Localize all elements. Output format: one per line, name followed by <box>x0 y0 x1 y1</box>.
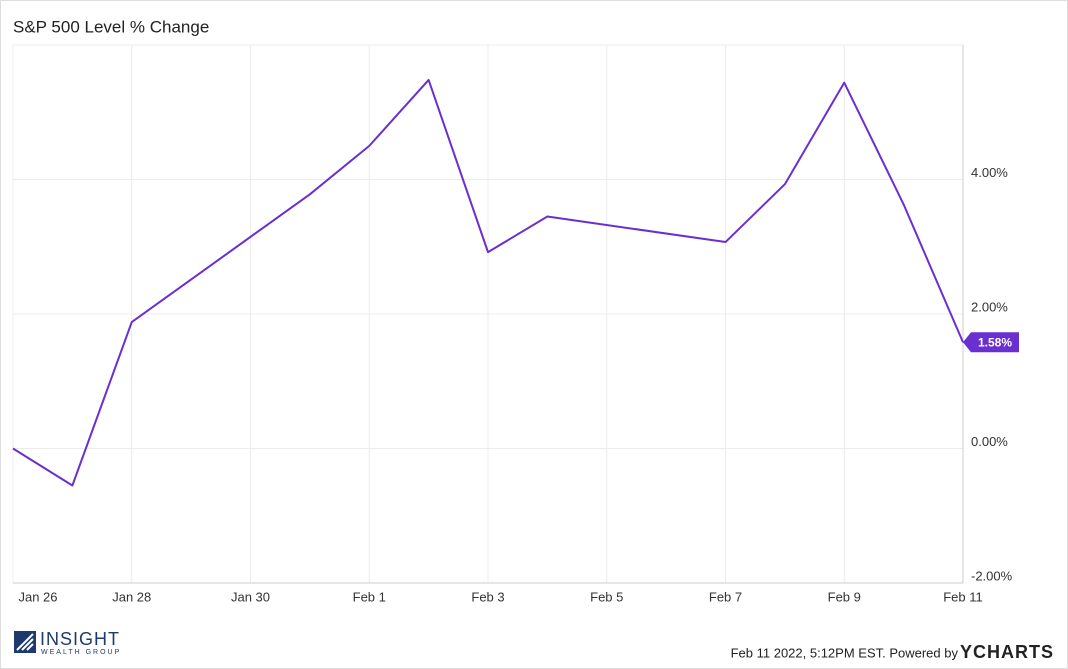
timestamp: Feb 11 2022, 5:12PM EST. Powered by <box>731 645 959 660</box>
y-tick-label: 0.00% <box>971 434 1008 449</box>
chart-title: S&P 500 Level % Change <box>13 17 209 36</box>
x-tick-label: Feb 3 <box>471 589 504 604</box>
value-tag: 1.58% <box>963 332 1019 353</box>
line-series <box>12 78 964 487</box>
x-tick-label: Feb 11 <box>943 589 983 604</box>
y-tick-label: -2.00% <box>971 568 1013 583</box>
logo-stripes <box>16 633 34 651</box>
brand-name: INSIGHT <box>40 629 120 649</box>
y-tick-label: 4.00% <box>971 165 1008 180</box>
x-tick-label: Feb 1 <box>353 589 386 604</box>
y-tick-label: 2.00% <box>971 299 1008 314</box>
x-tick-label: Jan 30 <box>231 589 270 604</box>
value-label: 1.58% <box>978 335 1012 349</box>
x-tick-label: Feb 9 <box>828 589 861 604</box>
x-tick-label: Feb 5 <box>590 589 623 604</box>
value-tag-bg <box>963 332 1019 353</box>
x-tick-label: Jan 28 <box>112 589 151 604</box>
brand-sub: WEALTH GROUP <box>41 649 121 656</box>
brand-logo: INSIGHT WEALTH GROUP <box>14 629 121 656</box>
x-tick-label: Feb 7 <box>709 589 742 604</box>
provider-logo: YCHARTS <box>960 642 1054 662</box>
x-tick-label: Jan 26 <box>18 589 57 604</box>
